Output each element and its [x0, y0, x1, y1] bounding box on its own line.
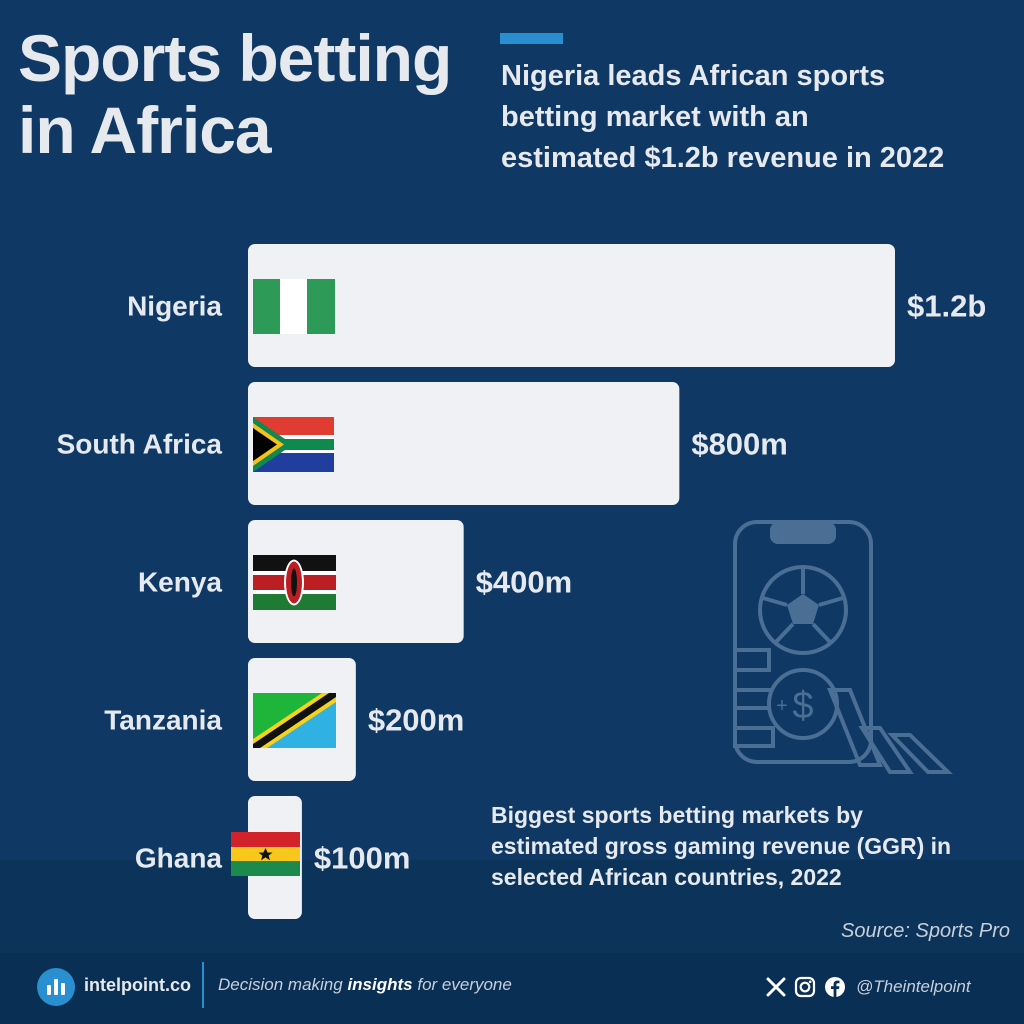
subtitle-line-3: estimated $1.2b revenue in 2022 — [501, 142, 945, 174]
category-label-south-africa: South Africa — [57, 429, 223, 460]
footer-divider — [202, 962, 204, 1008]
south-africa-flag-icon — [253, 417, 334, 472]
site-link[interactable]: intelpoint.co — [84, 975, 191, 995]
accent-bar — [500, 33, 563, 44]
kenya-flag-icon — [253, 555, 336, 610]
x-icon[interactable] — [766, 977, 786, 997]
tagline: Decision making insights for everyone — [218, 975, 512, 995]
tagline-post: for everyone — [412, 975, 512, 994]
subtitle: Nigeria leads African sports betting mark… — [501, 56, 1021, 179]
caption-line-3: selected African countries, 2022 — [491, 864, 842, 890]
chart-caption: Biggest sports betting markets by estimat… — [491, 800, 1021, 893]
tagline-bold: insights — [347, 975, 413, 994]
social-handle[interactable]: @Theintelpoint — [856, 977, 971, 996]
facebook-icon[interactable] — [824, 976, 846, 998]
category-label-ghana: Ghana — [135, 843, 223, 874]
phone-betting-icon: $ + — [733, 520, 953, 774]
ghana-flag-icon — [231, 832, 300, 876]
page-title: Sports betting in Africa — [18, 21, 452, 167]
value-label-south-africa: $800m — [691, 427, 788, 462]
intelpoint-logo-icon[interactable] — [37, 968, 75, 1006]
value-label-nigeria: $1.2b — [907, 289, 986, 324]
source-note: Source: Sports Pro — [841, 920, 1010, 942]
bar-nigeria — [248, 244, 895, 367]
svg-text:+: + — [776, 695, 788, 717]
category-label-kenya: Kenya — [138, 567, 222, 598]
caption-line-2: estimated gross gaming revenue (GGR) in — [491, 833, 952, 859]
value-label-ghana: $100m — [314, 841, 411, 876]
footer — [0, 953, 1024, 1024]
category-label-nigeria: Nigeria — [127, 291, 222, 322]
tagline-pre: Decision making — [218, 975, 348, 994]
value-label-kenya: $400m — [476, 565, 573, 600]
social-links: @Theintelpoint — [766, 974, 971, 1000]
caption-line-1: Biggest sports betting markets by — [491, 802, 863, 828]
title-line-2: in Africa — [18, 93, 272, 167]
subtitle-line-1: Nigeria leads African sports — [501, 60, 886, 92]
tanzania-flag-icon — [253, 693, 336, 748]
bar-south-africa — [248, 382, 680, 505]
value-label-tanzania: $200m — [368, 703, 465, 738]
instagram-icon[interactable] — [794, 976, 816, 998]
subtitle-line-2: betting market with an — [501, 101, 809, 133]
title-line-1: Sports betting — [18, 21, 452, 95]
bar-kenya — [248, 520, 464, 643]
category-label-tanzania: Tanzania — [104, 705, 222, 736]
caption-band — [0, 860, 1024, 953]
nigeria-flag-icon — [253, 279, 335, 334]
svg-text:$: $ — [792, 685, 813, 727]
